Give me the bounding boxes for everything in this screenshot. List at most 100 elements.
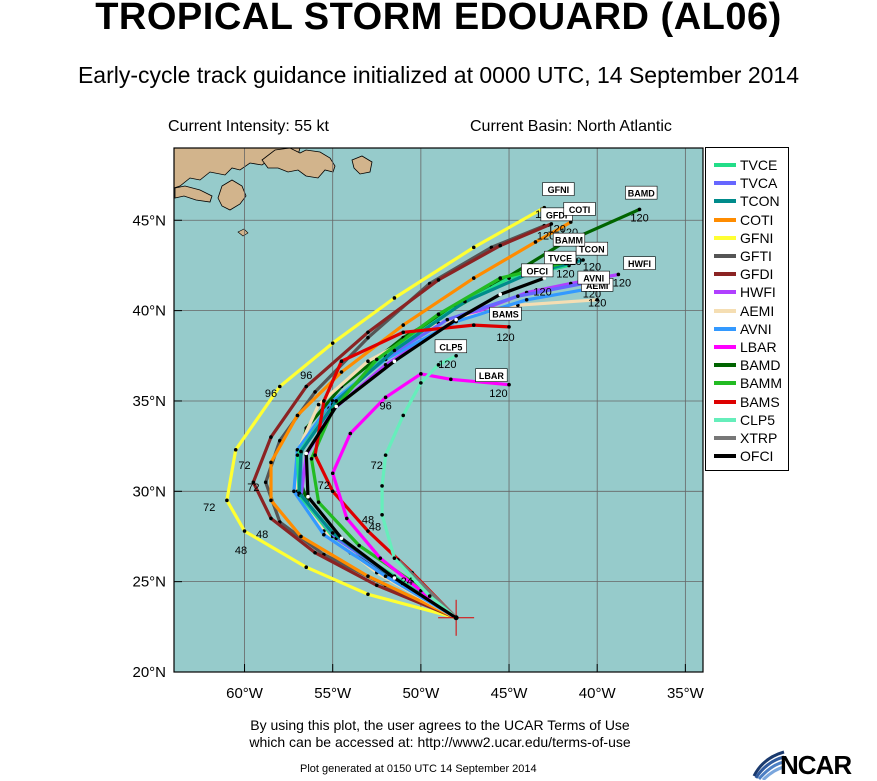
track-point [304,384,309,389]
track-point [445,317,450,322]
track-point [322,399,326,403]
track-point [380,513,384,517]
track-point [304,565,309,569]
forecast-hour-label: 72 [371,460,383,472]
track-point [383,453,388,457]
ocean-background [174,148,703,672]
forecast-hour-label: 48 [369,522,381,534]
model-end-label: GFNI [548,185,570,195]
model-end-box [625,185,658,200]
track-point [330,531,335,535]
legend-label: GFDI [740,266,774,283]
legend-item-aemi: AEMI [714,302,774,320]
track-point [295,453,300,457]
terms-of-use: By using this plot, the user agrees to t… [180,717,700,751]
model-end-box [542,182,575,196]
track-point [299,449,303,454]
legend: TVCE TVCA TCON COTI GFNI GFTI GFDI HWFI AEMI AVNI… [705,147,789,471]
model-end-box [489,306,522,321]
track-point [542,276,547,280]
model-end-label: LBAR [479,371,504,381]
model-end-label: BAMM [555,236,583,246]
track-point [233,447,238,452]
track-point [366,330,370,335]
terms-line-2[interactable]: which can be accessed at: http://www2.uc… [249,734,631,750]
track-point [401,323,406,327]
forecast-hour-label: 120 [583,261,601,273]
legend-swatch [714,254,736,258]
lat-tick-label: 20°N [132,664,166,681]
track-point [316,500,321,504]
track-point [339,536,344,541]
legend-swatch [714,399,736,404]
forecast-hour-label: 120 [613,278,631,290]
track-point [309,456,314,461]
track-point [339,359,344,364]
legend-item-gfti: GFTI [714,247,772,265]
track-point [401,330,406,335]
track-point [637,207,642,212]
model-end-label: HWFI [628,259,651,269]
track-point [339,370,344,374]
legend-label: LBAR [740,339,777,355]
track-point [306,494,310,499]
legend-swatch [714,163,736,167]
track-point [348,431,353,436]
lat-tick-label: 35°N [132,393,166,410]
legend-swatch [714,436,736,440]
legend-swatch [714,199,736,204]
legend-swatch [714,454,736,459]
model-end-label: AVNI [583,274,604,284]
legend-item-tcon: TCON [714,192,780,210]
track-point [449,377,453,382]
track-point [366,359,370,364]
lon-tick-label: 45°W [491,685,529,702]
track-point [419,372,423,376]
track-point [378,556,383,560]
legend-swatch [714,345,736,349]
legend-label: COTI [740,211,774,228]
track-point [436,312,441,317]
track-point [533,240,538,244]
legend-item-avni: AVNI [714,320,772,338]
track-point [383,574,388,579]
track-point [471,323,476,327]
lon-tick-label: 40°W [579,685,617,702]
track-point [454,317,458,322]
storm-center-point [453,615,459,621]
legend-item-gfdi: GFDI [714,265,773,283]
track-point [322,532,326,537]
model-end-box [552,232,586,247]
forecast-hour-label: 120 [547,224,565,236]
legend-swatch [714,272,736,277]
legend-swatch [714,381,736,386]
legend-label: TCON [740,193,780,210]
track-point [366,529,370,533]
track-point [366,592,370,597]
legend-item-lbar: LBAR [714,338,777,356]
legend-label: BAMS [740,393,780,410]
model-end-box [563,202,596,216]
track-point [251,480,256,485]
plot-frame [173,147,704,673]
legend-item-tvca: TVCA [714,174,777,192]
track-point [581,258,585,262]
lon-tick-label: 55°W [314,685,352,702]
forecast-hour-label: 72 [203,502,215,514]
forecast-hour-label: 96 [300,370,312,382]
ncar-logo-text: NCAR [780,750,852,780]
legend-label: TVCE [740,157,778,173]
track-point [392,348,397,353]
lat-tick-label: 25°N [132,574,166,591]
track-point [334,404,339,409]
model-end-label: CLP5 [439,342,462,352]
track-point [392,556,397,560]
track-point [295,413,300,418]
forecast-hour-label: 120 [588,298,606,310]
legend-label: BAMM [740,375,782,392]
island-east [351,155,373,175]
legend-item-bams: BAMS [714,393,780,411]
legend-swatch [714,417,736,422]
forecast-hour-label: 120 [533,287,551,299]
